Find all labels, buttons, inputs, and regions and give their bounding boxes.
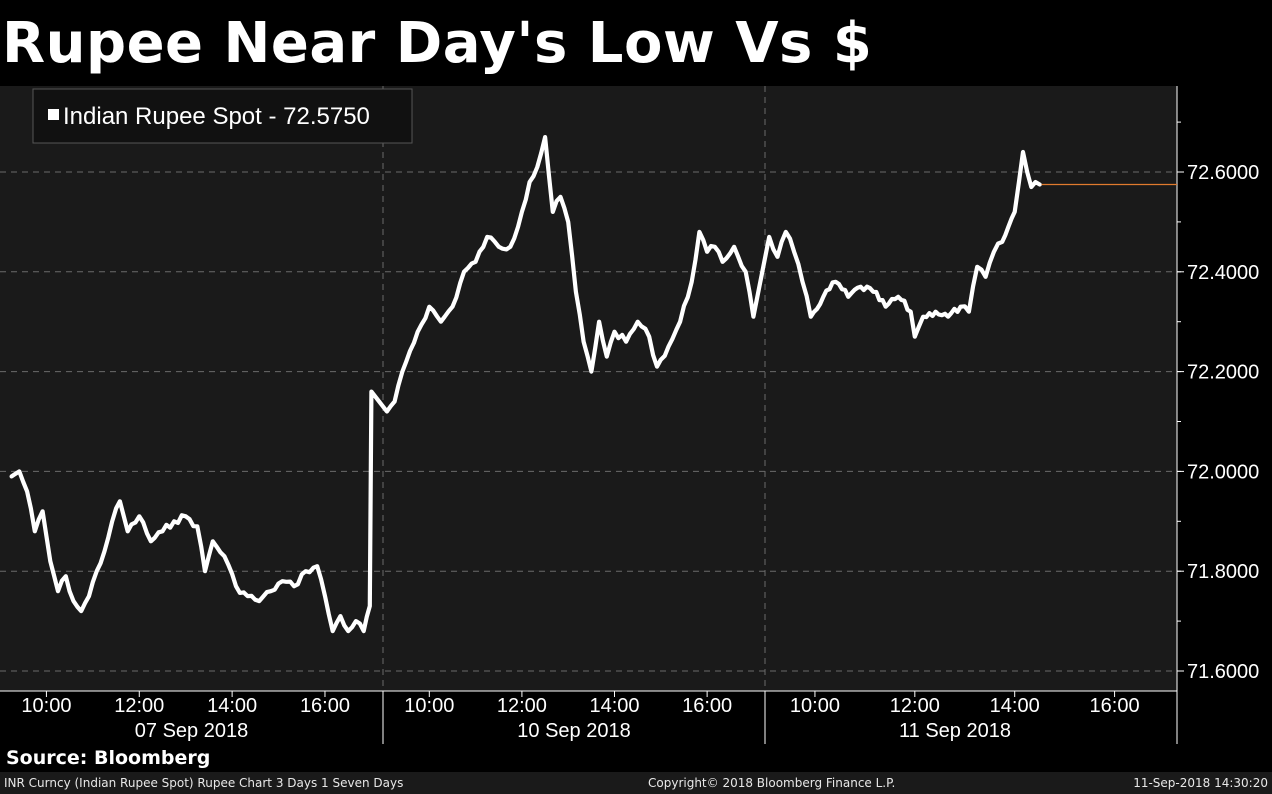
legend-swatch	[48, 109, 59, 120]
footer-timestamp: 11-Sep-2018 14:30:20	[1133, 776, 1268, 790]
chart: 72.6000 72.4000 72.2000 72.0000 71.8000 71.60…	[0, 86, 1259, 744]
y-tick-label: 72.4000	[1187, 262, 1259, 284]
plot-area	[0, 86, 1177, 691]
y-tick-label: 71.8000	[1187, 561, 1259, 583]
axes: 72.6000 72.4000 72.2000 72.0000 71.8000 71.60…	[0, 86, 1259, 744]
y-tick-label: 72.6000	[1187, 162, 1259, 184]
y-tick-label: 72.2000	[1187, 362, 1259, 384]
title-bar	[0, 0, 1272, 86]
x-tick-label: 16:00	[1090, 695, 1140, 717]
series-layer	[9, 135, 1177, 634]
footer-bar	[0, 772, 1272, 794]
source-bar	[0, 744, 1272, 772]
legend: Indian Rupee Spot - 72.5750	[32, 88, 413, 144]
x-tick-label: 12:00	[114, 695, 164, 717]
series-line	[9, 135, 1042, 634]
footer-description: INR Curncy (Indian Rupee Spot) Rupee Cha…	[4, 776, 404, 790]
x-tick-label: 14:00	[990, 695, 1040, 717]
footer-copyright: Copyright© 2018 Bloomberg Finance L.P.	[648, 776, 896, 790]
x-tick-label: 10:00	[21, 695, 71, 717]
legend-label: Indian Rupee Spot - 72.5750	[63, 103, 370, 130]
source-label: Source: Bloomberg	[6, 747, 211, 769]
x-tick-label: 16:00	[300, 695, 350, 717]
y-tick-label: 71.6000	[1187, 661, 1259, 683]
x-date-label: 11 Sep 2018	[899, 720, 1011, 742]
x-date-label: 07 Sep 2018	[135, 720, 248, 742]
x-tick-label: 10:00	[404, 695, 454, 717]
legend-box	[32, 88, 413, 144]
x-tick-label: 12:00	[890, 695, 940, 717]
chart-title: Rupee Near Day's Low Vs $	[2, 11, 873, 76]
x-tick-label: 10:00	[790, 695, 840, 717]
x-date-label: 10 Sep 2018	[517, 720, 630, 742]
x-tick-label: 12:00	[497, 695, 547, 717]
x-tick-label: 14:00	[207, 695, 257, 717]
y-tick-label: 72.0000	[1187, 461, 1259, 483]
gridlines	[0, 86, 1177, 691]
x-tick-label: 16:00	[682, 695, 732, 717]
x-tick-label: 14:00	[589, 695, 639, 717]
